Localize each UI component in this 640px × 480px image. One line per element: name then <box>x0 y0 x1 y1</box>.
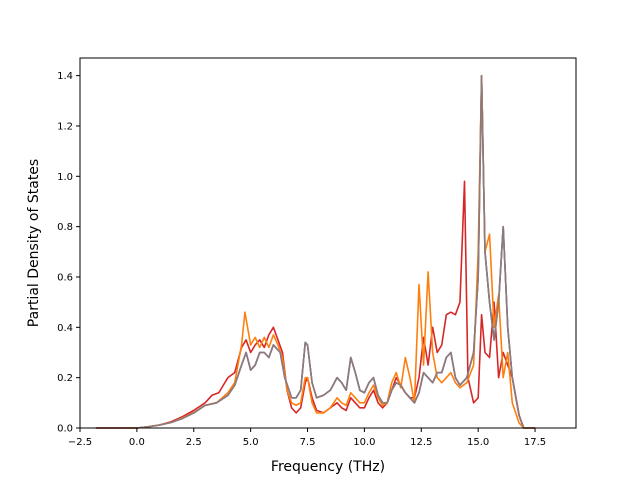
x-tick-label: 15.0 <box>467 437 489 448</box>
y-axis: 0.0 0.2 0.4 0.6 0.8 1.0 1.2 1.4 <box>57 71 80 435</box>
y-tick-label: 0.0 <box>57 424 73 435</box>
plot-frame <box>79 57 577 429</box>
y-tick-label: 1.2 <box>57 121 73 132</box>
x-tick-label: −2.5 <box>68 437 92 448</box>
x-tick-label: 5.0 <box>243 437 259 448</box>
y-tick-label: 1.4 <box>57 71 73 82</box>
y-tick-label: 0.4 <box>57 323 73 334</box>
x-tick-label: 2.5 <box>186 437 202 448</box>
x-tick-label: 7.5 <box>300 437 316 448</box>
series-line-5 <box>95 74 536 429</box>
y-tick-label: 0.6 <box>57 272 73 283</box>
y-tick-label: 0.2 <box>57 373 73 384</box>
series-line-4 <box>95 74 536 429</box>
y-tick-label: 0.8 <box>57 222 73 233</box>
plot-area <box>80 58 576 428</box>
x-axis: −2.5 0.0 2.5 5.0 7.5 10.0 12.5 15.0 17.5 <box>68 428 546 448</box>
x-tick-label: 0.0 <box>129 437 145 448</box>
x-axis-title: Frequency (THz) <box>271 459 385 475</box>
x-tick-label: 12.5 <box>410 437 432 448</box>
y-axis-title: Partial Density of States <box>26 159 42 327</box>
series-line-3 <box>95 180 536 429</box>
series-layer <box>95 74 536 429</box>
y-tick-label: 1.0 <box>57 172 73 183</box>
x-tick-label: 17.5 <box>524 437 546 448</box>
x-tick-label: 10.0 <box>353 437 375 448</box>
